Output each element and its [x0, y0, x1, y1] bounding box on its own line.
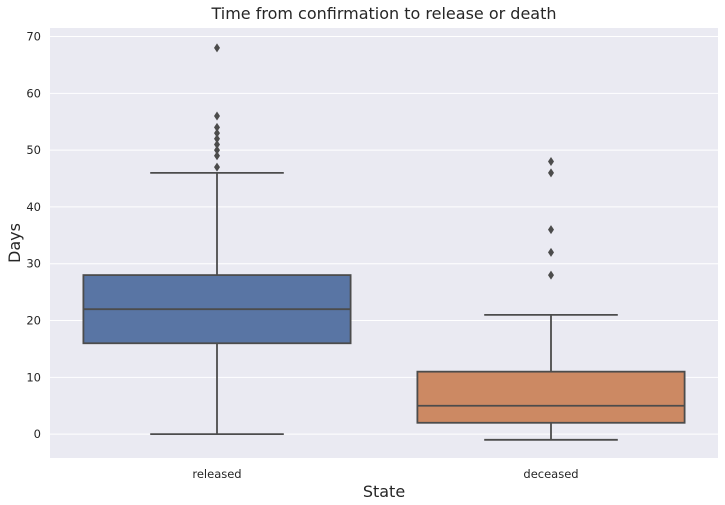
x-tick-labels: released deceased [192, 467, 578, 481]
y-tick-label: 0 [34, 427, 41, 441]
y-axis-label: Days [5, 223, 24, 263]
x-tick-label: released [192, 467, 241, 481]
y-tick-label: 40 [26, 200, 41, 214]
x-axis-label: State [363, 482, 405, 501]
x-tick-label: deceased [523, 467, 578, 481]
y-tick-label: 70 [26, 30, 41, 44]
y-tick-label: 50 [26, 143, 41, 157]
y-tick-label: 30 [26, 257, 41, 271]
chart-title: Time from confirmation to release or dea… [210, 4, 556, 23]
y-tick-label: 10 [26, 370, 41, 384]
y-tick-label: 60 [26, 86, 41, 100]
box-iqr [417, 372, 684, 423]
y-tick-labels: 0 10 20 30 40 50 60 70 [26, 30, 41, 442]
y-tick-label: 20 [26, 314, 41, 328]
